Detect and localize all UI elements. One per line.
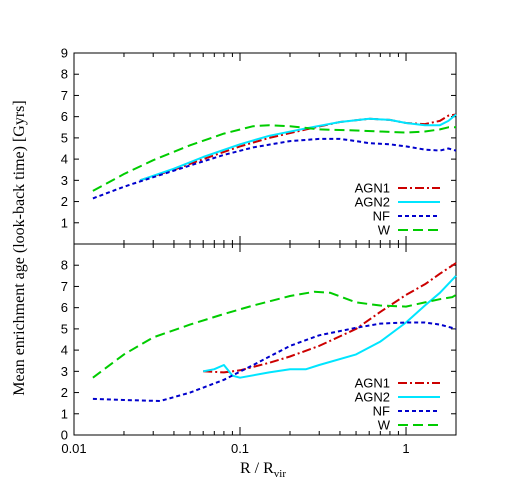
top-series-agn2-line [139, 113, 457, 182]
x-axis-title-subscript: vir [274, 468, 287, 480]
bottom-y-tick-label: 7 [61, 279, 68, 294]
top-legend-label-nf: NF [373, 209, 390, 224]
bottom-y-tick-label: 5 [61, 321, 68, 336]
top-legend-label-agn1: AGN1 [355, 181, 390, 196]
bottom-y-tick-label: 0 [61, 428, 68, 443]
bottom-y-tick-label: 8 [61, 258, 68, 273]
bottom-y-tick-label: 4 [61, 343, 68, 358]
top-series-w-line [92, 124, 456, 192]
bottom-legend-label-agn1: AGN1 [355, 376, 390, 391]
bottom-series-w-line [92, 290, 457, 379]
x-axis-title-main: R / R [240, 460, 274, 477]
top-y-tick-label: 6 [61, 109, 68, 124]
bottom-legend-label-w: W [378, 418, 391, 433]
bottom-y-tick-label: 2 [61, 385, 68, 400]
top-legend-label-w: W [378, 223, 391, 238]
top-series-nf-line [92, 137, 457, 200]
top-y-tick-label: 3 [61, 173, 68, 188]
top-legend-label-agn2: AGN2 [355, 195, 390, 210]
top-y-tick-label: 8 [61, 67, 68, 82]
x-tick-label: 0.01 [61, 441, 86, 456]
bottom-plot-frame [73, 243, 457, 436]
bottom-y-tick-label: 3 [61, 364, 68, 379]
top-y-tick-label: 2 [61, 194, 68, 209]
top-y-tick-label: 9 [61, 46, 68, 61]
x-tick-label: 0.1 [231, 441, 249, 456]
x-axis-title: R / Rvir [240, 460, 286, 480]
bottom-y-tick-label: 6 [61, 300, 68, 315]
y-axis-title: Mean enrichment age (look-back time) [Gy… [11, 100, 28, 395]
top-y-tick-label: 5 [61, 130, 68, 145]
bottom-series-nf-line [92, 321, 457, 402]
top-y-tick-label: 1 [61, 215, 68, 230]
top-y-tick-label: 7 [61, 88, 68, 103]
top-y-tick-label: 4 [61, 152, 68, 167]
x-tick-label: 1 [402, 441, 409, 456]
bottom-series-agn1-line [203, 262, 457, 374]
bottom-series-agn2-line [203, 275, 457, 379]
bottom-legend-label-nf: NF [373, 404, 390, 419]
bottom-y-tick-label: 1 [61, 406, 68, 421]
bottom-legend-label-agn2: AGN2 [355, 390, 390, 405]
